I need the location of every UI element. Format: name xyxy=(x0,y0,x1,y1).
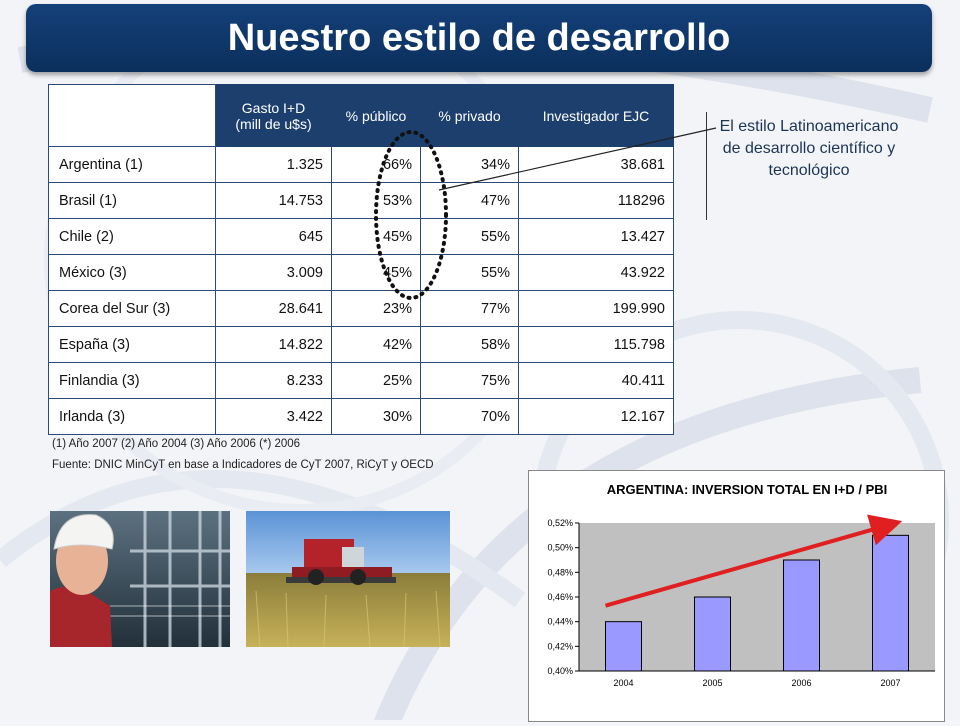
value-cell: 58% xyxy=(420,326,519,363)
table-header-cell: Investigador EJC xyxy=(518,84,674,147)
y-tick-label: 0,44% xyxy=(547,617,573,627)
value-cell: 115.798 xyxy=(518,326,674,363)
value-cell: 43.922 xyxy=(518,254,674,291)
title-bar: Nuestro estilo de desarrollo xyxy=(26,4,932,72)
table-header-cell: Gasto I+D (mill de u$s) xyxy=(215,84,332,147)
country-cell: Irlanda (3) xyxy=(48,398,216,435)
value-cell: 23% xyxy=(331,290,421,327)
value-cell: 40.411 xyxy=(518,362,674,399)
value-cell: 34% xyxy=(420,146,519,183)
chart-svg: ARGENTINA: INVERSION TOTAL EN I+D / PBI … xyxy=(547,482,935,688)
annotation-text: El estilo Latinoamericano de desarrollo … xyxy=(719,118,899,179)
x-tick-label: 2005 xyxy=(702,678,722,688)
table-header-cell: % público xyxy=(331,84,421,147)
chart-frame: ARGENTINA: INVERSION TOTAL EN I+D / PBI … xyxy=(528,470,945,722)
value-cell: 8.233 xyxy=(215,362,332,399)
table-row: Argentina (1) 1.325 66% 34% 38.681 xyxy=(48,146,674,183)
value-cell: 645 xyxy=(215,218,332,255)
bar-2004 xyxy=(605,621,642,672)
value-cell: 77% xyxy=(420,290,519,327)
value-cell: 118296 xyxy=(518,182,674,219)
value-cell: 3.009 xyxy=(215,254,332,291)
table-row: Brasil (1) 14.753 53% 47% 118296 xyxy=(48,182,674,219)
value-cell: 75% xyxy=(420,362,519,399)
value-cell: 42% xyxy=(331,326,421,363)
value-cell: 70% xyxy=(420,398,519,435)
table-header-row: Gasto I+D (mill de u$s) % público % priv… xyxy=(48,84,674,147)
footnote-years: (1) Año 2007 (2) Año 2004 (3) Año 2006 (… xyxy=(52,438,301,450)
y-tick-label: 0,40% xyxy=(547,666,573,676)
country-cell: España (3) xyxy=(48,326,216,363)
value-cell: 55% xyxy=(420,254,519,291)
page-title: Nuestro estilo de desarrollo xyxy=(227,16,731,59)
value-cell: 13.427 xyxy=(518,218,674,255)
y-tick-label: 0,42% xyxy=(547,641,573,651)
y-tick-label: 0,50% xyxy=(547,543,573,553)
header-line: (mill de u$s) xyxy=(235,115,312,132)
value-cell: 66% xyxy=(331,146,421,183)
value-cell: 38.681 xyxy=(518,146,674,183)
x-tick-label: 2006 xyxy=(791,678,811,688)
industrial-scene-image xyxy=(50,511,230,647)
value-cell: 45% xyxy=(331,254,421,291)
bar-2006 xyxy=(783,559,820,672)
chart-title: ARGENTINA: INVERSION TOTAL EN I+D / PBI xyxy=(607,482,888,497)
table-row: Chile (2) 645 45% 55% 13.427 xyxy=(48,218,674,255)
y-tick-label: 0,48% xyxy=(547,567,573,577)
value-cell: 25% xyxy=(331,362,421,399)
header-line: Gasto I+D xyxy=(241,99,306,116)
value-cell: 14.822 xyxy=(215,326,332,363)
table-row: Corea del Sur (3) 28.641 23% 77% 199.990 xyxy=(48,290,674,327)
value-cell: 199.990 xyxy=(518,290,674,327)
value-cell: 1.325 xyxy=(215,146,332,183)
value-cell: 14.753 xyxy=(215,182,332,219)
value-cell: 47% xyxy=(420,182,519,219)
y-tick-label: 0,46% xyxy=(547,592,573,602)
country-cell: Chile (2) xyxy=(48,218,216,255)
value-cell: 53% xyxy=(331,182,421,219)
comparison-table: Gasto I+D (mill de u$s) % público % priv… xyxy=(48,84,674,435)
table-header-cell: % privado xyxy=(420,84,519,147)
value-cell: 55% xyxy=(420,218,519,255)
bar-2007 xyxy=(872,534,909,672)
trend-arrow xyxy=(604,514,903,608)
table-row: España (3) 14.822 42% 58% 115.798 xyxy=(48,326,674,363)
country-cell: Argentina (1) xyxy=(48,146,216,183)
table-row: Irlanda (3) 3.422 30% 70% 12.167 xyxy=(48,398,674,435)
value-cell: 3.422 xyxy=(215,398,332,435)
harvester-photo xyxy=(246,511,450,647)
bar-2005 xyxy=(694,596,731,672)
table-row: México (3) 3.009 45% 55% 43.922 xyxy=(48,254,674,291)
table-row: Finlandia (3) 8.233 25% 75% 40.411 xyxy=(48,362,674,399)
value-cell: 12.167 xyxy=(518,398,674,435)
industrial-worker-photo xyxy=(50,511,230,647)
country-cell: Finlandia (3) xyxy=(48,362,216,399)
x-tick-label: 2004 xyxy=(613,678,633,688)
value-cell: 45% xyxy=(331,218,421,255)
y-tick-label: 0,52% xyxy=(547,518,573,528)
country-cell: México (3) xyxy=(48,254,216,291)
harvester-scene-image xyxy=(246,511,450,647)
country-cell: Corea del Sur (3) xyxy=(48,290,216,327)
footnote-source: Fuente: DNIC MinCyT en base a Indicadore… xyxy=(52,459,434,471)
value-cell: 28.641 xyxy=(215,290,332,327)
x-tick-label: 2007 xyxy=(880,678,900,688)
country-cell: Brasil (1) xyxy=(48,182,216,219)
value-cell: 30% xyxy=(331,398,421,435)
annotation-rule xyxy=(706,112,707,220)
table-header-corner xyxy=(48,84,216,147)
